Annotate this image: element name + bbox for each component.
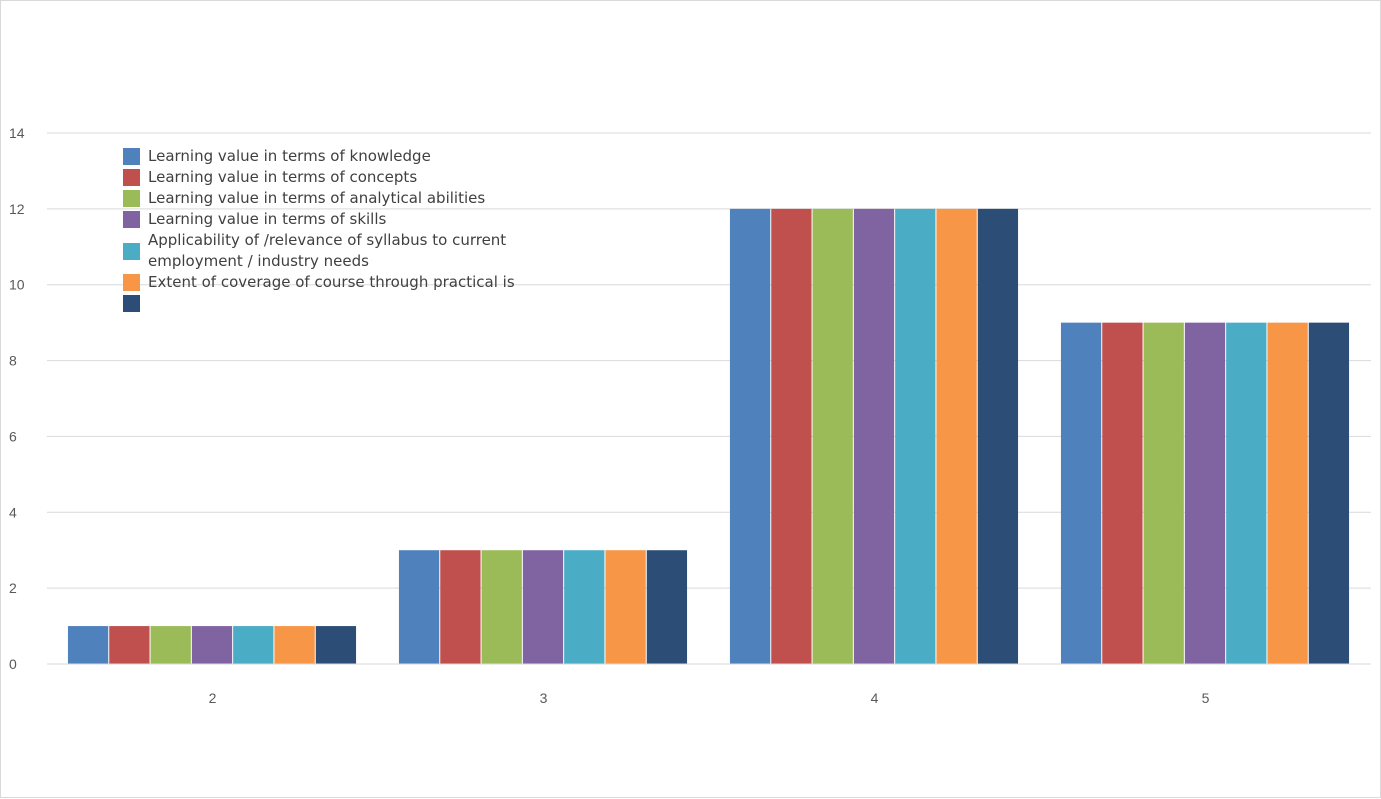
bar [109,626,150,664]
bar [481,550,522,664]
bars [67,208,1350,664]
legend-item: Learning value in terms of knowledge [123,146,523,167]
y-tick-label: 4 [9,504,17,520]
bar [398,550,440,664]
legend-label: Extent of coverage of course through pra… [148,273,515,291]
bar [646,550,688,664]
legend-item: Extent of coverage of course through pra… [123,272,523,293]
bar [812,208,853,664]
bar [564,550,605,664]
y-tick-label: 10 [9,277,25,293]
y-tick-label: 12 [9,201,25,217]
bar [191,626,233,664]
legend-label: Learning value in terms of skills [148,210,387,228]
bar [936,208,977,664]
bar [1308,322,1350,664]
bar [1184,322,1226,664]
bar [977,208,1019,664]
legend-swatch [123,295,140,312]
legend-swatch [123,242,140,260]
bar [895,208,936,664]
axes: 0 2 4 6 8 10 12 14 2 3 4 5 [9,125,1371,706]
bar [853,208,895,664]
legend-label: Learning value in terms of analytical ab… [148,189,486,207]
bar [605,550,646,664]
legend-label [148,293,523,314]
bar [729,208,771,664]
legend-item [123,293,523,314]
legend-item: Learning value in terms of skills [123,209,523,230]
bar [440,550,481,664]
y-tick-label: 8 [9,353,17,369]
y-tick-label: 0 [9,656,17,672]
bar [771,208,812,664]
legend-label: Learning value in terms of knowledge [148,147,431,165]
legend-swatch [123,190,140,207]
bar [1226,322,1267,664]
legend: Learning value in terms of knowledge Lear… [123,146,523,314]
y-tick-label: 2 [9,580,17,596]
legend-label: Applicability of /relevance of syllabus … [148,231,507,270]
bar [522,550,564,664]
x-tick-label: 4 [871,690,879,706]
bar [1060,322,1102,664]
legend-item: Learning value in terms of analytical ab… [123,188,523,209]
legend-label: Learning value in terms of concepts [148,168,418,186]
legend-swatch [123,274,140,291]
bar [233,626,274,664]
legend-item: Learning value in terms of concepts [123,167,523,188]
bar [1143,322,1184,664]
bar [67,626,109,664]
bar [150,626,191,664]
bar [1102,322,1143,664]
legend-swatch [123,148,140,165]
x-tick-label: 2 [209,690,217,706]
legend-swatch [123,211,140,228]
legend-swatch [123,169,140,186]
bar [1267,322,1308,664]
bar [315,626,357,664]
legend-item: Applicability of /relevance of syllabus … [123,230,523,272]
y-tick-label: 14 [9,125,25,141]
x-tick-label: 3 [540,690,548,706]
bar [274,626,315,664]
x-tick-label: 5 [1202,690,1210,706]
gridlines [47,132,1371,665]
y-tick-label: 6 [9,428,17,444]
